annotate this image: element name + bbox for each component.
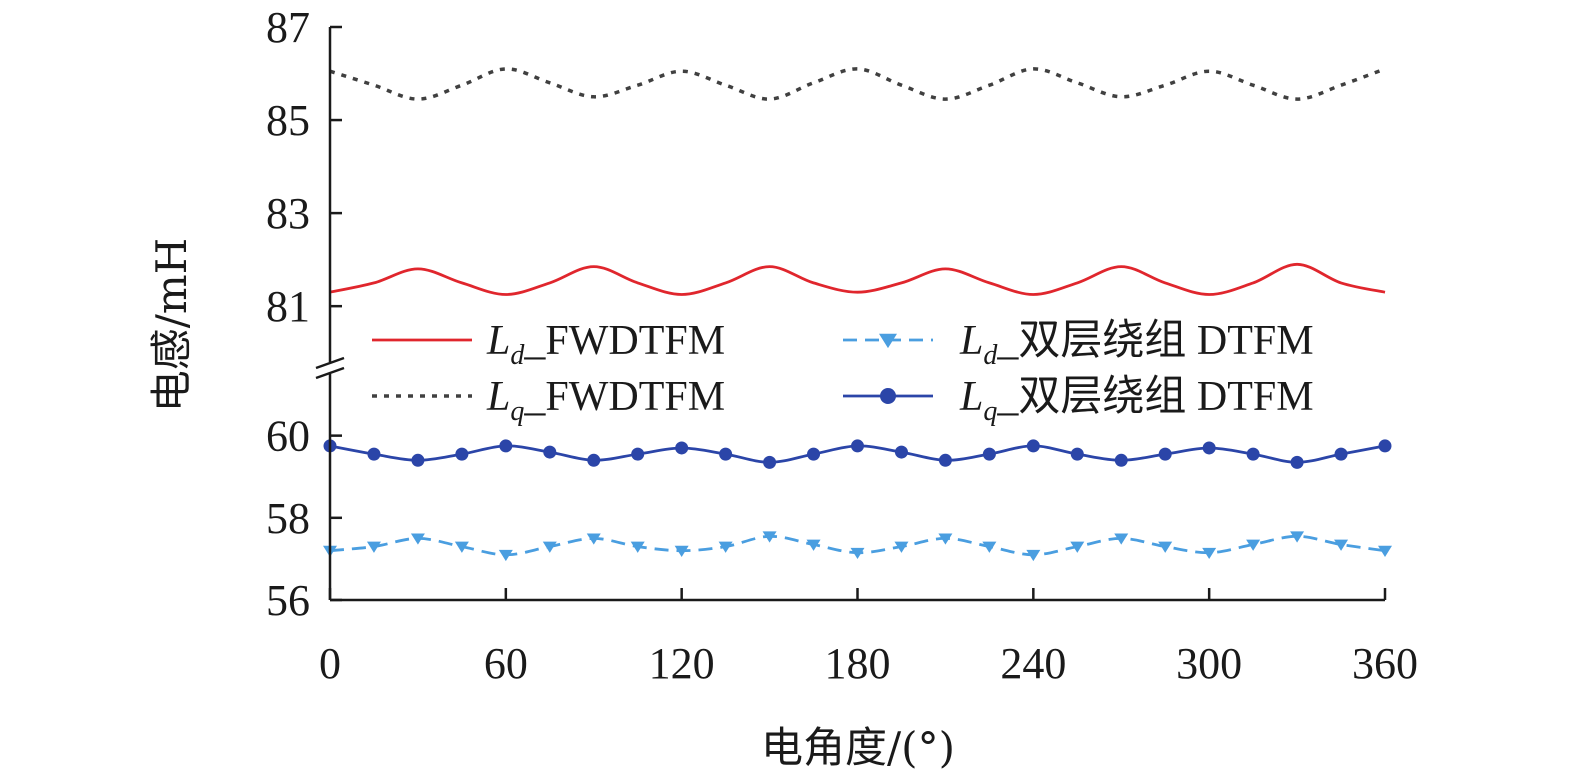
data-point xyxy=(1246,447,1260,461)
legend-subscript: d xyxy=(983,340,998,371)
data-point xyxy=(675,441,689,455)
legend-name: _FWDTFM xyxy=(523,374,725,420)
data-point xyxy=(367,447,381,461)
data-point xyxy=(763,455,777,469)
data-point xyxy=(1114,533,1129,545)
data-point xyxy=(1026,439,1040,453)
x-tick-label: 60 xyxy=(484,639,528,688)
data-point xyxy=(542,541,557,553)
x-tick-label: 300 xyxy=(1176,639,1242,688)
series-line-2 xyxy=(329,67,1386,101)
data-point xyxy=(410,533,425,545)
data-point xyxy=(938,453,952,467)
data-point xyxy=(587,453,601,467)
legend-marker xyxy=(880,388,896,404)
legend-label: Ld_双层绕组 DTFM xyxy=(959,318,1314,371)
x-tick-label: 0 xyxy=(319,639,341,688)
data-point xyxy=(1070,447,1084,461)
data-point xyxy=(982,447,996,461)
data-point xyxy=(674,545,689,557)
legend-item-4: Lq_双层绕组 DTFM xyxy=(843,374,1314,427)
legend-name: _双层绕组 DTFM xyxy=(996,318,1313,364)
legend-symbol: L xyxy=(959,374,983,420)
y-tick-label-upper: 81 xyxy=(266,282,310,331)
legend-subscript: q xyxy=(983,396,997,427)
data-point xyxy=(806,539,821,551)
data-point xyxy=(894,541,909,553)
data-point xyxy=(1158,447,1172,461)
data-point xyxy=(455,447,469,461)
data-point xyxy=(1158,541,1173,553)
legend-label: Lq_双层绕组 DTFM xyxy=(959,374,1314,427)
data-point xyxy=(807,447,821,461)
data-point xyxy=(1070,541,1085,553)
legend-item-2: Lq_FWDTFM xyxy=(372,374,725,427)
data-point xyxy=(851,439,864,453)
legend-label: Lq_FWDTFM xyxy=(486,374,725,427)
x-axis-title: 电角度/(°) xyxy=(761,723,955,772)
legend-symbol: L xyxy=(486,318,510,364)
data-point xyxy=(1378,545,1392,557)
data-point xyxy=(411,453,425,467)
legend-label: Ld_FWDTFM xyxy=(486,318,725,371)
data-point xyxy=(499,439,513,453)
legend-name: _双层绕组 DTFM xyxy=(996,374,1313,420)
legend-name: _FWDTFM xyxy=(523,318,725,364)
data-point xyxy=(762,531,777,543)
data-point xyxy=(543,445,557,459)
data-point xyxy=(586,533,601,545)
data-point xyxy=(1202,547,1217,560)
legend-subscript: d xyxy=(510,340,525,371)
data-point xyxy=(630,541,645,553)
data-point xyxy=(1026,549,1041,562)
legend-item-1: Ld_FWDTFM xyxy=(372,318,725,371)
data-point xyxy=(1290,455,1304,469)
y-tick-label-lower: 58 xyxy=(266,494,310,543)
data-point xyxy=(719,447,733,461)
data-point xyxy=(498,549,513,562)
x-tick-label: 180 xyxy=(825,639,891,688)
y-tick-label-lower: 56 xyxy=(266,576,310,625)
data-point xyxy=(366,541,381,553)
axes: 81 83 85 87 56 58 60 0 60 120 180 240 300 360 xyxy=(266,3,1418,688)
legend-symbol: L xyxy=(486,374,510,420)
data-point xyxy=(1202,441,1216,455)
data-point xyxy=(938,533,953,545)
data-point xyxy=(1334,447,1348,461)
data-point xyxy=(631,447,645,461)
data-point xyxy=(850,547,865,560)
data-point xyxy=(1246,539,1261,551)
data-point xyxy=(1114,453,1128,467)
y-tick-label-upper: 83 xyxy=(266,189,310,238)
series-3 xyxy=(323,531,1392,562)
data-point xyxy=(982,541,997,553)
data-point xyxy=(718,541,733,553)
legend-marker xyxy=(879,333,897,349)
data-point xyxy=(454,541,469,553)
y-tick-label-lower: 60 xyxy=(266,412,310,461)
data-point xyxy=(1378,439,1392,453)
x-tick-label: 240 xyxy=(1000,639,1066,688)
x-tick-label: 360 xyxy=(1352,639,1418,688)
y-tick-label-upper: 87 xyxy=(266,3,310,52)
plot-area xyxy=(323,67,1392,562)
data-point xyxy=(894,445,908,459)
axis-break-mark xyxy=(315,356,345,380)
x-tick-label: 120 xyxy=(649,639,715,688)
y-axis-title: 电感/mH xyxy=(147,238,196,413)
series-1 xyxy=(329,262,1386,296)
data-point xyxy=(1334,539,1349,551)
series-2 xyxy=(329,67,1386,101)
legend-item-3: Ld_双层绕组 DTFM xyxy=(843,318,1314,371)
series-4 xyxy=(323,439,1392,469)
data-point xyxy=(1290,531,1305,543)
series-line-1 xyxy=(329,262,1386,296)
legend-subscript: q xyxy=(510,396,524,427)
y-tick-label-upper: 85 xyxy=(266,96,310,145)
legend-symbol: L xyxy=(959,318,983,364)
